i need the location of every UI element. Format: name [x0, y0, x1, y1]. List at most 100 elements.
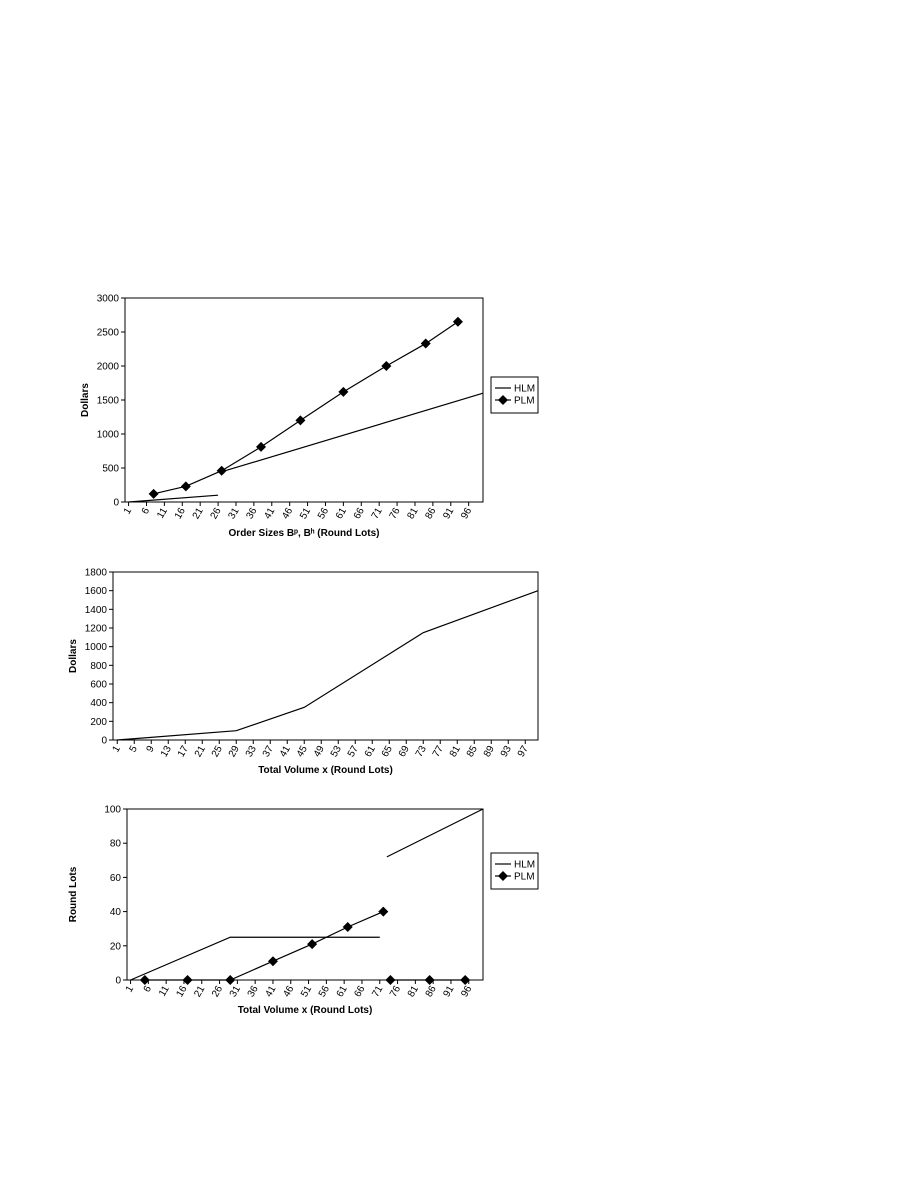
series-line [128, 392, 484, 503]
y-tick-label: 2000 [97, 362, 120, 373]
x-tick-label: 36 [246, 984, 261, 1000]
x-tick-label: 1 [124, 984, 137, 995]
y-tick-label: 1400 [85, 605, 108, 616]
series-line [117, 590, 539, 741]
x-tick-label: 69 [397, 744, 412, 760]
x-tick-label: 21 [191, 506, 206, 522]
y-tick-label: 1500 [97, 396, 120, 407]
y-axis-title: Dollars [80, 383, 91, 417]
x-tick-label: 46 [280, 506, 295, 522]
legend-marker [498, 395, 508, 405]
x-tick-label: 13 [159, 744, 174, 760]
x-tick-label: 11 [155, 506, 170, 521]
x-tick-label: 1 [122, 506, 135, 517]
x-tick-label: 81 [405, 506, 420, 522]
x-tick-label: 96 [459, 984, 474, 1000]
x-tick-label: 89 [482, 744, 497, 760]
legend-label: HLM [514, 860, 535, 871]
x-tick-label: 25 [210, 744, 225, 760]
x-tick-label: 66 [352, 984, 367, 1000]
y-tick-label: 1800 [85, 568, 108, 579]
diamond-marker [180, 481, 191, 492]
y-tick-label: 100 [104, 805, 121, 816]
x-tick-label: 71 [370, 506, 385, 522]
y-tick-label: 200 [90, 717, 107, 728]
x-axis-title: Order Sizes Bᵖ, Bʰ (Round Lots) [229, 528, 380, 539]
y-axis-title: Dollars [68, 639, 79, 673]
diamond-marker [295, 415, 306, 426]
y-tick-label: 0 [101, 736, 107, 747]
y-tick-label: 40 [110, 907, 122, 918]
x-tick-label: 16 [174, 984, 189, 1000]
x-tick-label: 56 [317, 984, 332, 1000]
x-tick-label: 65 [380, 744, 395, 760]
x-tick-label: 41 [263, 984, 278, 1000]
x-tick-label: 51 [299, 984, 314, 1000]
x-tick-label: 61 [363, 744, 378, 760]
x-tick-label: 16 [173, 506, 188, 522]
x-tick-label: 91 [441, 984, 456, 1000]
series-line [130, 808, 484, 981]
x-tick-label: 6 [142, 984, 155, 995]
x-tick-label: 96 [459, 506, 474, 522]
x-tick-label: 57 [346, 744, 361, 760]
x-tick-label: 46 [281, 984, 296, 1000]
diamond-marker [420, 338, 431, 349]
plot-frame [112, 571, 539, 741]
diamond-marker [216, 465, 227, 476]
x-tick-label: 1 [111, 744, 124, 755]
legend-label: HLM [514, 384, 535, 395]
y-tick-label: 500 [102, 464, 119, 475]
diamond-marker [385, 975, 396, 985]
x-tick-label: 76 [388, 506, 403, 522]
diamond-marker [378, 906, 389, 917]
x-tick-label: 36 [244, 506, 259, 522]
x-tick-label: 76 [388, 984, 403, 1000]
x-tick-label: 21 [192, 984, 207, 1000]
x-axis-title: Total Volume x (Round Lots) [238, 1005, 373, 1016]
legend-marker [498, 871, 508, 881]
x-tick-label: 29 [227, 744, 242, 760]
x-tick-label: 66 [352, 506, 367, 522]
diamond-marker [460, 975, 471, 985]
x-tick-label: 51 [298, 506, 313, 522]
y-tick-label: 1000 [97, 430, 120, 441]
x-tick-label: 77 [431, 744, 446, 760]
x-tick-label: 21 [193, 744, 208, 760]
y-axis-title: Round Lots [68, 866, 79, 922]
diamond-marker [267, 956, 278, 967]
x-tick-label: 97 [516, 744, 531, 760]
series-line [144, 911, 466, 981]
x-tick-label: 41 [278, 744, 293, 760]
diamond-marker [307, 939, 318, 950]
diamond-marker [452, 316, 463, 327]
y-tick-label: 3000 [97, 294, 120, 305]
x-tick-label: 31 [228, 984, 243, 1000]
x-tick-label: 9 [145, 744, 158, 755]
y-tick-label: 400 [90, 698, 107, 709]
x-tick-label: 6 [140, 506, 153, 517]
x-tick-label: 33 [244, 744, 259, 760]
plot-frame [126, 808, 484, 981]
x-tick-label: 86 [423, 506, 438, 522]
x-tick-label: 56 [316, 506, 331, 522]
x-tick-label: 71 [370, 984, 385, 1000]
x-tick-label: 5 [128, 744, 141, 755]
x-tick-label: 26 [210, 984, 225, 1000]
y-tick-label: 60 [110, 873, 122, 884]
x-tick-label: 26 [209, 506, 224, 522]
x-axis-title: Total Volume x (Round Lots) [258, 765, 393, 776]
legend-box [490, 852, 539, 890]
diamond-marker [256, 441, 267, 452]
diamond-marker [139, 975, 150, 985]
plot-frame [124, 297, 484, 503]
diamond-marker [424, 975, 435, 985]
y-tick-label: 0 [115, 976, 121, 987]
x-tick-label: 73 [414, 744, 429, 760]
diamond-marker [381, 361, 392, 371]
y-tick-label: 800 [90, 661, 107, 672]
x-tick-label: 93 [499, 744, 514, 760]
x-tick-label: 31 [226, 506, 241, 522]
x-tick-label: 85 [465, 744, 480, 760]
x-tick-label: 49 [312, 744, 327, 760]
